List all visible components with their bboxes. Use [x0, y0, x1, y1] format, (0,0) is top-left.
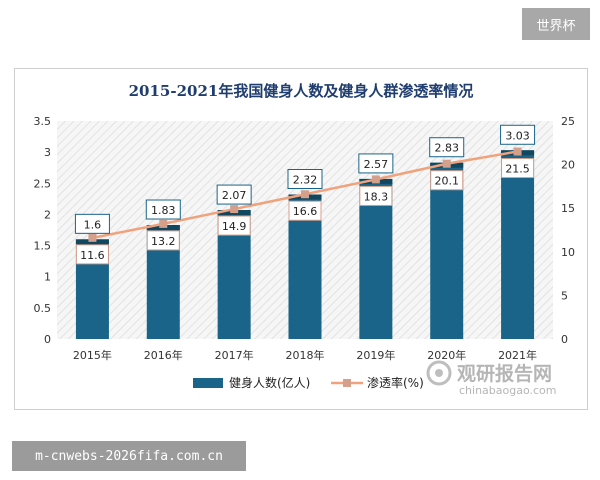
y-left-tick-label: 1	[44, 271, 51, 284]
bar-data-label: 2.32	[293, 173, 318, 186]
watermark-en: chinabaogao.com	[459, 384, 557, 397]
bar-data-label-box	[287, 168, 323, 189]
bar-data-label-box	[145, 199, 181, 220]
rate-point	[442, 159, 451, 168]
y-right-tick-label: 5	[561, 289, 568, 302]
x-tick-label: 2021年	[498, 348, 537, 362]
bar-data-label: 2.57	[364, 158, 389, 171]
bar-data-label-group: 1.6	[74, 213, 110, 234]
rate-point	[88, 233, 97, 242]
bar-data-label-group: 3.03	[500, 124, 536, 145]
y-left-tick-label: 2	[44, 208, 51, 221]
rate-data-label-group: 11.6	[75, 244, 109, 265]
x-tick-label: 2017年	[215, 348, 254, 362]
rate-point	[230, 205, 239, 214]
rate-data-label-group: 21.5	[501, 158, 535, 179]
x-tick-label: 2020年	[427, 348, 466, 362]
rate-data-label: 18.3	[364, 190, 389, 203]
bar-data-label-group: 2.57	[358, 153, 394, 174]
rate-point	[513, 147, 522, 156]
bar-data-label: 1.83	[151, 204, 176, 217]
x-tick-label: 2019年	[356, 348, 395, 362]
bar-data-label: 3.03	[505, 129, 530, 142]
rate-data-label-group: 20.1	[430, 170, 464, 191]
chart-title: 2015-2021年我国健身人数及健身人群渗透率情况	[129, 82, 474, 100]
bar-data-label-box	[429, 137, 465, 158]
bar-data-label: 1.6	[84, 218, 102, 231]
legend-line-marker	[343, 379, 351, 387]
rate-data-label-box	[75, 244, 109, 265]
legend-line-label: 渗透率(%)	[367, 375, 424, 390]
watermark-logo-icon	[426, 360, 452, 386]
y-right-tick-label: 25	[561, 115, 575, 128]
rate-data-label-box	[217, 215, 251, 236]
rate-data-label-group: 13.2	[146, 230, 180, 251]
watermark-cn: 观研报告网	[457, 362, 552, 385]
rate-data-label: 16.6	[293, 205, 318, 218]
bar-data-label-group: 2.07	[216, 184, 252, 205]
bar-data-label-group: 2.32	[287, 168, 323, 189]
bar-data-label-group: 2.83	[429, 137, 465, 158]
bar-data-label-box	[500, 124, 536, 145]
y-right-tick-label: 10	[561, 246, 575, 259]
watermark: 观研报告网 chinabaogao.com	[426, 360, 557, 397]
rate-data-label-box	[501, 158, 535, 179]
y-left-tick-label: 0.5	[34, 302, 52, 315]
bar-data-label: 2.07	[222, 189, 247, 202]
rate-data-label-group: 14.9	[217, 215, 251, 236]
rate-point	[301, 190, 309, 199]
top-badge: 世界杯	[522, 8, 590, 40]
watermark-logo-inner-icon	[435, 369, 443, 377]
y-left-tick-label: 0	[44, 333, 51, 346]
rate-point	[159, 219, 168, 228]
y-right-tick-label: 20	[561, 159, 575, 172]
y-right-tick-label: 0	[561, 333, 568, 346]
bar	[430, 162, 464, 339]
rate-data-label-group: 16.6	[288, 200, 322, 221]
bottom-badge: m-cnwebs-2026fifa.com.cn	[12, 441, 246, 471]
chart-frame: 2015-2021年我国健身人数及健身人群渗透率情况 0 0.5 1 1.5 2 2.5 3…	[14, 68, 588, 410]
bar-data-label-group: 1.83	[145, 199, 181, 220]
rate-data-label-box	[146, 230, 180, 251]
y-left-tick-label: 2.5	[34, 177, 52, 190]
y-left-tick-label: 1.5	[34, 240, 52, 253]
rate-data-label-box	[430, 170, 464, 191]
rate-data-label-group: 18.3	[359, 185, 393, 206]
chart-svg: 2015-2021年我国健身人数及健身人群渗透率情况 0 0.5 1 1.5 2 2.5 3…	[34, 82, 576, 397]
legend-bar-swatch	[193, 378, 223, 388]
y-left-tick-label: 3.5	[34, 115, 52, 128]
x-tick-label: 2015年	[73, 348, 112, 362]
bar-data-label-box	[358, 153, 394, 174]
bar-data-label-box	[216, 184, 252, 205]
y-left-tick-label: 3	[44, 146, 51, 159]
x-tick-label: 2018年	[286, 348, 325, 362]
bar-data-label: 2.83	[434, 142, 459, 155]
legend-bar-label: 健身人数(亿人)	[229, 375, 310, 390]
rate-data-label: 14.9	[222, 220, 247, 233]
bar-data-label-box	[74, 213, 110, 234]
rate-point	[371, 175, 380, 184]
rate-data-label: 20.1	[434, 175, 459, 188]
rate-data-label: 11.6	[80, 249, 105, 262]
rate-data-label-box	[359, 185, 393, 206]
rate-data-label: 13.2	[151, 235, 176, 248]
bar	[501, 150, 535, 339]
x-tick-label: 2016年	[144, 348, 183, 362]
rate-data-label-box	[288, 200, 322, 221]
rate-data-label: 21.5	[505, 163, 530, 176]
y-right-tick-label: 15	[561, 202, 575, 215]
